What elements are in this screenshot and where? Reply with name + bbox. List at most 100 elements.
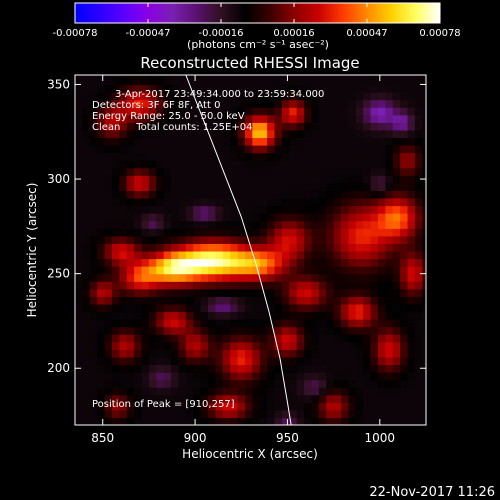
heatmap-cell — [311, 152, 320, 161]
heatmap-cell — [333, 258, 342, 267]
heatmap-cell — [267, 319, 276, 328]
heatmap-cell — [370, 349, 379, 358]
heatmap-cell — [215, 122, 224, 131]
heatmap-cell — [156, 175, 165, 184]
heatmap-cell — [289, 326, 298, 335]
heatmap-cell — [89, 145, 98, 154]
heatmap-cell — [326, 372, 335, 381]
heatmap-cell — [156, 243, 165, 252]
heatmap-cell — [171, 402, 180, 411]
heatmap-cell — [185, 114, 194, 123]
heatmap-cell — [341, 281, 350, 290]
heatmap-cell — [215, 379, 224, 388]
colorbar-tick-label: -0.00047 — [126, 28, 171, 39]
heatmap-cell — [281, 205, 290, 214]
heatmap-cell — [422, 107, 426, 116]
heatmap-cell — [104, 243, 113, 252]
heatmap-cell — [392, 75, 401, 78]
heatmap-cell — [259, 92, 268, 101]
heatmap-cell — [193, 114, 202, 123]
heatmap-cell — [267, 76, 276, 86]
heatmap-cell — [126, 167, 135, 176]
heatmap-cell — [104, 311, 113, 320]
heatmap-cell — [89, 409, 98, 419]
heatmap-cell — [281, 182, 290, 192]
heatmap-cell — [134, 303, 143, 313]
heatmap-cell — [171, 190, 180, 199]
heatmap-cell — [370, 205, 379, 214]
heatmap-cell — [289, 129, 298, 139]
heatmap-cell — [318, 243, 327, 252]
heatmap-cell — [400, 281, 409, 290]
heatmap-cell — [400, 167, 409, 176]
heatmap-cell — [244, 296, 253, 305]
heatmap-cell — [215, 167, 224, 176]
heatmap-cell — [222, 364, 231, 373]
heatmap-cell — [348, 228, 357, 237]
heatmap-cell — [414, 303, 423, 313]
heatmap-cell — [385, 364, 394, 373]
heatmap-cell — [304, 122, 313, 131]
heatmap-cell — [119, 213, 128, 222]
heatmap-cell — [259, 266, 268, 275]
heatmap-cell — [148, 311, 157, 320]
heatmap-cell — [363, 182, 372, 192]
heatmap-cell — [104, 258, 113, 267]
heatmap-cell — [244, 175, 253, 184]
heatmap-cell — [185, 409, 194, 419]
heatmap-cell — [267, 281, 276, 290]
heatmap-cell — [178, 99, 187, 108]
heatmap-cell — [363, 122, 372, 131]
heatmap-cell — [326, 296, 335, 305]
heatmap-cell — [148, 175, 157, 184]
heatmap-cell — [355, 266, 364, 275]
heatmap-cell — [304, 137, 313, 146]
heatmap-cell — [363, 402, 372, 411]
heatmap-cell — [385, 311, 394, 320]
heatmap-cell — [333, 319, 342, 328]
heatmap-cell — [267, 152, 276, 161]
heatmap-cell — [163, 341, 172, 350]
heatmap-cell — [222, 349, 231, 358]
heatmap-cell — [422, 266, 426, 275]
heatmap-cell — [274, 250, 283, 260]
heatmap-cell — [230, 137, 239, 146]
heatmap-cell — [377, 326, 386, 335]
heatmap-cell — [178, 281, 187, 290]
heatmap-cell — [185, 341, 194, 350]
heatmap-cell — [97, 76, 106, 86]
heatmap-cell — [311, 288, 320, 297]
heatmap-cell — [407, 197, 416, 207]
heatmap-cell — [111, 107, 120, 116]
heatmap-cell — [111, 319, 120, 328]
heatmap-cell — [289, 205, 298, 214]
heatmap-cell — [311, 409, 320, 419]
heatmap-cell — [141, 129, 150, 139]
heatmap-cell — [289, 107, 298, 116]
heatmap-cell — [392, 387, 401, 396]
heatmap-cell — [104, 167, 113, 176]
heatmap-cell — [89, 75, 98, 78]
heatmap-cell — [370, 281, 379, 290]
heatmap-cell — [163, 99, 172, 108]
heatmap-cell — [311, 205, 320, 214]
heatmap-cell — [126, 288, 135, 297]
heatmap-cell — [274, 145, 283, 154]
heatmap-cell — [333, 160, 342, 169]
heatmap-cell — [215, 250, 224, 260]
heatmap-cell — [200, 387, 209, 396]
heatmap-cell — [126, 220, 135, 229]
heatmap-cell — [97, 145, 106, 154]
heatmap-cell — [281, 334, 290, 343]
heatmap-cell — [267, 326, 276, 335]
heatmap-cell — [274, 394, 283, 403]
heatmap-cell — [200, 122, 209, 131]
heatmap-cell — [385, 99, 394, 108]
heatmap-cell — [392, 122, 401, 131]
heatmap-cell — [267, 334, 276, 343]
heatmap-cell — [104, 273, 113, 282]
heatmap-cell — [237, 76, 246, 86]
heatmap-cell — [281, 190, 290, 199]
heatmap-cell — [193, 129, 202, 139]
heatmap-cell — [252, 205, 261, 214]
